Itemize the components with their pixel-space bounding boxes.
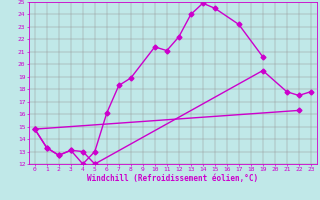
X-axis label: Windchill (Refroidissement éolien,°C): Windchill (Refroidissement éolien,°C) — [87, 174, 258, 183]
